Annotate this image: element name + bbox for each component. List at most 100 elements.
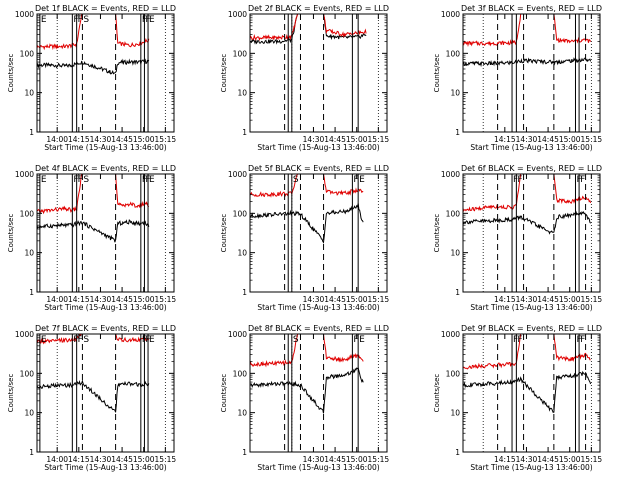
y-axis-label: Counts/sec <box>220 374 228 413</box>
x-tick-label: 14:45 <box>324 455 346 464</box>
y-tick-label: 1 <box>242 128 247 137</box>
y-tick-label: 10 <box>237 89 247 98</box>
y-axis-label: Counts/sec <box>433 214 441 253</box>
event-marker-label: F <box>513 175 518 185</box>
panel-title: Det 3f BLACK = Events, RED = LLD <box>461 4 602 13</box>
panel-title: Det 8f BLACK = Events, RED = LLD <box>248 324 389 333</box>
x-tick-label: 15:00 <box>559 295 581 304</box>
y-tick-label: 1 <box>455 448 460 457</box>
event-marker-label: E <box>359 175 365 185</box>
series-lld-line <box>250 174 364 198</box>
y-tick-label: 1000 <box>15 10 34 19</box>
plot-area <box>37 174 150 243</box>
y-tick-label: 1000 <box>441 170 460 179</box>
panel-det-9f: Det 9f BLACK = Events, RED = LLDFFFF1101… <box>433 324 602 472</box>
event-marker-label: F <box>78 15 83 25</box>
y-tick-label: 1000 <box>228 170 247 179</box>
x-axis-label: Start Time (15-Aug-13 13:46:00) <box>470 463 592 472</box>
event-marker-label: E <box>149 175 155 185</box>
event-marker-label: F <box>73 335 78 345</box>
series-events-line <box>250 203 364 244</box>
series-lld-line <box>37 174 150 215</box>
event-marker-label: E <box>41 15 47 25</box>
x-tick-label: 15:15 <box>581 455 603 464</box>
panel-det-6f: Det 6f BLACK = Events, RED = LLDFFFF1101… <box>433 164 602 312</box>
panel-det-3f: Det 3f BLACK = Events, RED = LLD 1 10 100 10… <box>433 4 602 152</box>
series-lld-line <box>37 14 150 51</box>
plot-frame <box>462 173 601 293</box>
y-tick-label: 1 <box>29 288 34 297</box>
plot-frame <box>249 333 388 453</box>
x-tick-label: 14:45 <box>537 455 559 464</box>
plot-frame <box>36 13 175 133</box>
panel-det-7f: Det 7f BLACK = Events, RED = LLDEFFSFFE1… <box>7 324 176 472</box>
series-events-line <box>250 14 367 45</box>
series-lld-line <box>37 334 150 345</box>
x-tick-label: 14:15 <box>494 455 516 464</box>
series-events-line <box>463 210 592 235</box>
event-marker-label: F <box>73 15 78 25</box>
event-marker-label: S <box>83 15 89 25</box>
series-lld-line <box>463 174 592 212</box>
event-marker-label: F <box>78 335 83 345</box>
x-tick-label: 15:00 <box>346 295 368 304</box>
event-marker-label: F <box>353 175 358 185</box>
series-lld-line <box>250 334 364 368</box>
panel-title: Det 2f BLACK = Events, RED = LLD <box>248 4 389 13</box>
y-axis-label: Counts/sec <box>220 54 228 93</box>
plot-frame <box>462 333 601 453</box>
event-marker-label: F <box>513 335 518 345</box>
x-tick-label: 15:00 <box>559 135 581 144</box>
event-marker-label: E <box>149 15 155 25</box>
x-tick-label: 15:15 <box>581 135 603 144</box>
panel-det-4f: Det 4f BLACK = Events, RED = LLDEFFSFFE1… <box>7 164 176 312</box>
plot-area <box>463 174 592 235</box>
y-tick-label: 1000 <box>441 330 460 339</box>
y-tick-label: 100 <box>233 209 248 218</box>
series-events-line <box>37 219 150 243</box>
event-marker-label: E <box>359 335 365 345</box>
y-tick-label: 1 <box>242 288 247 297</box>
x-axis-label: Start Time (15-Aug-13 13:46:00) <box>257 303 379 312</box>
plot-frame <box>249 173 388 293</box>
x-tick-label: 14:15 <box>68 295 90 304</box>
panel-title: Det 9f BLACK = Events, RED = LLD <box>461 324 602 333</box>
x-tick-label: 14:30 <box>516 295 538 304</box>
event-marker-label: F <box>580 175 585 185</box>
x-tick-label: 15:15 <box>155 455 177 464</box>
x-tick-label: 15:15 <box>368 135 390 144</box>
plot-frame <box>36 173 175 293</box>
x-tick-label: 14:00 <box>46 455 68 464</box>
x-tick-label: 15:15 <box>368 295 390 304</box>
x-tick-label: 14:30 <box>90 295 112 304</box>
x-tick-label: 15:00 <box>133 135 155 144</box>
x-tick-label: 14:30 <box>516 455 538 464</box>
panel-title: Det 7f BLACK = Events, RED = LLD <box>35 324 176 333</box>
x-tick-label: 14:45 <box>111 295 133 304</box>
x-axis-label: Start Time (15-Aug-13 13:46:00) <box>257 463 379 472</box>
event-marker-label: F <box>580 335 585 345</box>
series-events-line <box>250 367 364 414</box>
y-axis-label: Counts/sec <box>220 214 228 253</box>
y-tick-label: 1000 <box>228 330 247 339</box>
x-axis-label: Start Time (15-Aug-13 13:46:00) <box>470 143 592 152</box>
series-lld-line <box>463 14 592 47</box>
y-tick-label: 100 <box>20 369 35 378</box>
x-tick-label: 15:15 <box>581 295 603 304</box>
plot-area <box>37 14 150 75</box>
x-tick-label: 14:45 <box>324 135 346 144</box>
x-tick-label: 14:45 <box>324 295 346 304</box>
event-marker-label: F <box>517 335 522 345</box>
series-events-line <box>37 58 150 75</box>
x-tick-label: 14:15 <box>68 455 90 464</box>
y-axis-label: Counts/sec <box>433 54 441 93</box>
y-tick-label: 10 <box>24 249 34 258</box>
y-tick-label: 1000 <box>441 10 460 19</box>
y-tick-label: 10 <box>450 409 460 418</box>
y-tick-label: 10 <box>450 89 460 98</box>
series-events-line <box>463 57 592 68</box>
x-tick-label: 15:00 <box>346 135 368 144</box>
x-tick-label: 14:00 <box>46 135 68 144</box>
y-tick-label: 10 <box>237 409 247 418</box>
